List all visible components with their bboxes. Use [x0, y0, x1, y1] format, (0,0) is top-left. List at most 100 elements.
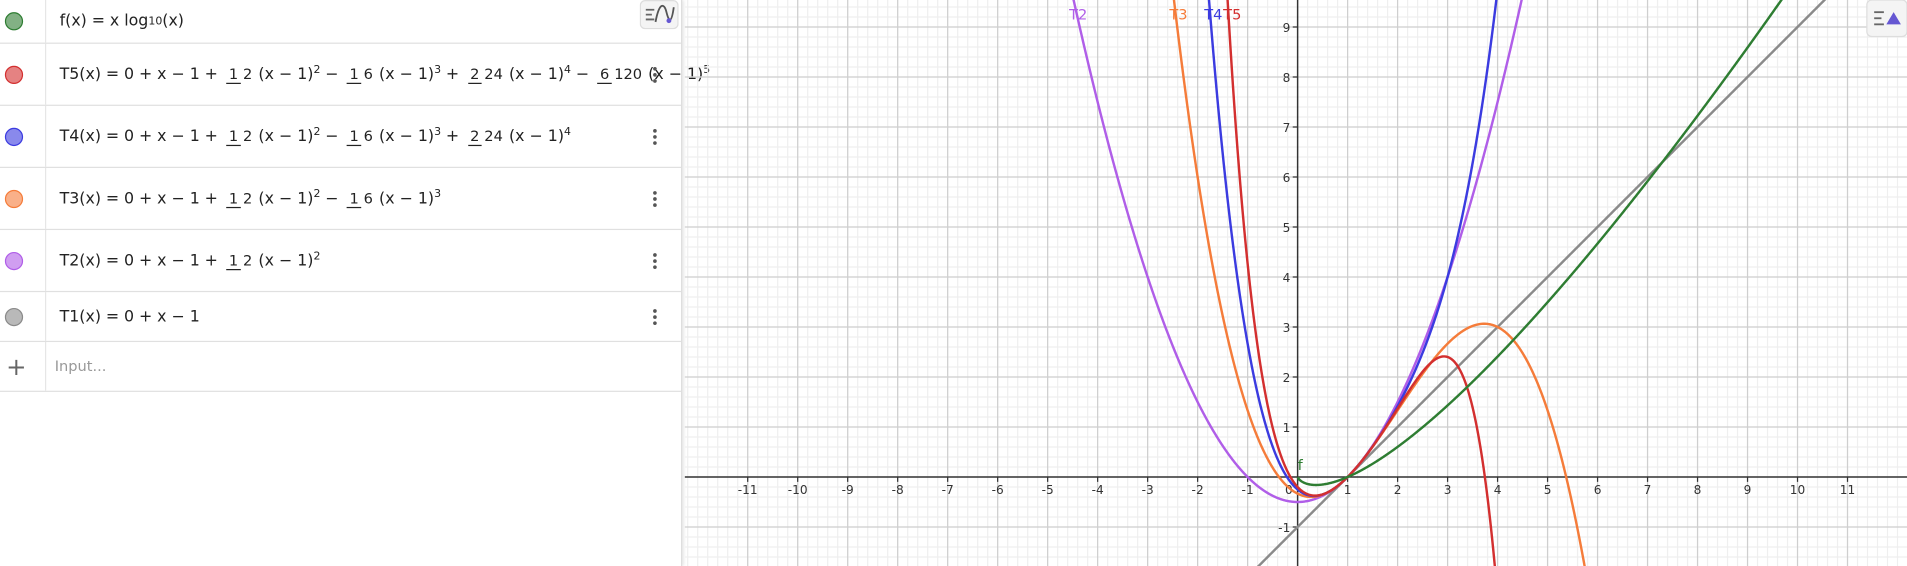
style-bar-icon[interactable] — [639, 0, 679, 30]
denominator: 6 — [363, 65, 373, 83]
x-tick-label: -5 — [1042, 483, 1054, 497]
curve-label: T5 — [1222, 6, 1241, 23]
equals: = — [105, 251, 120, 270]
constant: 0 — [124, 189, 135, 208]
operator: + — [138, 127, 153, 146]
expression: T1(x) = 0 + x − 1 — [60, 307, 200, 325]
operator: − — [325, 65, 339, 84]
numerator: 1 — [226, 127, 241, 146]
term-base: (x − 1) — [379, 127, 435, 146]
visibility-toggle[interactable] — [4, 251, 24, 270]
term-base: (x − 1) — [508, 65, 565, 84]
exponent: 5 — [703, 64, 711, 77]
algebra-row: T4(x) = 0 + x − 1 +1 2 (x − 1) 2−1 6 (x − 1) 3 +2 24(… — [0, 105, 682, 168]
visibility-toggle[interactable] — [4, 65, 24, 84]
operator: + — [138, 251, 153, 270]
denominator: 2 — [243, 251, 253, 269]
y-tick-label: 2 — [1283, 371, 1291, 385]
x-tick-label: 1 — [1344, 483, 1352, 497]
subscript: 10 — [148, 15, 163, 28]
numerator: 1 — [226, 65, 241, 84]
y-tick-label: 4 — [1283, 271, 1291, 285]
fraction: 6 120 — [597, 65, 645, 84]
equals: = — [105, 307, 120, 326]
term-base: x − 1 — [157, 65, 200, 84]
x-tick-label: 6 — [1594, 483, 1602, 497]
fraction: 2 24 — [467, 65, 506, 84]
term-base: (x − 1) — [379, 65, 435, 84]
x-tick-label: 10 — [1790, 483, 1805, 497]
visibility-toggle[interactable] — [4, 12, 24, 31]
operator: + — [204, 189, 218, 208]
divider — [44, 105, 47, 167]
operator: + — [445, 65, 460, 84]
x-tick-label: 8 — [1694, 483, 1702, 497]
y-tick-label: -1 — [1278, 521, 1290, 535]
term-base: (x − 1) — [379, 189, 435, 208]
operator: + — [204, 251, 218, 270]
equals: = — [105, 189, 120, 208]
constant: 0 — [124, 65, 135, 84]
more-menu[interactable] — [653, 126, 658, 147]
graphics-style-button[interactable] — [1866, 0, 1907, 38]
operator: + — [204, 127, 218, 146]
exponent: 3 — [434, 64, 442, 77]
visibility-toggle[interactable] — [4, 127, 24, 146]
x-tick-label: -10 — [788, 483, 808, 497]
more-menu[interactable] — [653, 64, 658, 85]
algebra-row: f(x) = x log 10 (x) — [0, 0, 682, 44]
x-tick-label: 9 — [1744, 483, 1752, 497]
exponent: 2 — [313, 126, 321, 139]
exponent: 4 — [564, 126, 571, 139]
expression: T4(x) = 0 + x − 1 +1 2 (x − 1) 2−1 6 (x − 1) 3 +2 24(… — [60, 126, 571, 146]
add-icon[interactable]: + — [6, 351, 27, 381]
curve-label: T4 — [1203, 6, 1222, 23]
numerator: 2 — [467, 127, 482, 146]
exponent: 3 — [434, 126, 442, 139]
function-name: T2(x) — [59, 251, 102, 270]
denominator: 2 — [243, 189, 253, 207]
equals: = — [105, 65, 120, 84]
divider — [44, 292, 47, 341]
x-tick-label: -11 — [738, 483, 758, 497]
operator: + — [445, 127, 460, 146]
input-row[interactable]: + Input... — [0, 342, 682, 392]
operator: − — [325, 127, 339, 146]
function-curve — [1256, 0, 1827, 566]
visibility-toggle[interactable] — [4, 307, 24, 326]
term-base: (x − 1) — [508, 127, 565, 146]
visibility-toggle[interactable] — [4, 189, 24, 208]
origin-label: 0 — [1285, 483, 1293, 497]
more-menu[interactable] — [653, 306, 658, 327]
denominator: 24 — [484, 65, 503, 83]
function-curve — [1072, 0, 1523, 504]
exponent: 2 — [313, 188, 321, 201]
term-base: x − 1 — [157, 127, 200, 146]
y-tick-label: 7 — [1283, 121, 1291, 135]
labels: T2 T3 T4 T5 f — [1068, 6, 1304, 473]
input-placeholder[interactable]: Input... — [54, 357, 107, 375]
y-tick-label: 6 — [1283, 171, 1291, 185]
graphics-view[interactable]: -11 -10 -9 -8 -7 -6 -5 -4 -3 -2 -1 0 1 2 3 4 5 6 7 8 9 10 11-1… — [684, 0, 1907, 566]
algebra-row: T3(x) = 0 + x − 1 +1 2 (x − 1) 2−1 6 (x − 1) 3 — [0, 167, 682, 231]
algebra-row: T2(x) = 0 + x − 1 +1 2 (x − 1) 2 — [0, 230, 682, 293]
more-menu[interactable] — [653, 188, 658, 209]
function-name: f(x) — [59, 12, 87, 31]
constant: 0 — [124, 307, 135, 326]
x-tick-label: 4 — [1494, 483, 1502, 497]
function-name: T3(x) — [59, 189, 102, 208]
x-tick-label: 11 — [1840, 483, 1855, 497]
divider — [44, 0, 47, 43]
function-curve — [1296, 0, 1783, 487]
denominator: 2 — [243, 65, 253, 83]
term-base: (x − 1) — [258, 251, 314, 270]
x-tick-label: -4 — [1092, 483, 1104, 497]
term-base: (x − 1) — [258, 127, 314, 146]
more-menu[interactable] — [653, 250, 658, 271]
curve-label: T3 — [1168, 6, 1187, 23]
x-tick-label: -8 — [892, 483, 904, 497]
x-tick-label: -2 — [1192, 483, 1204, 497]
operator: + — [204, 65, 218, 84]
